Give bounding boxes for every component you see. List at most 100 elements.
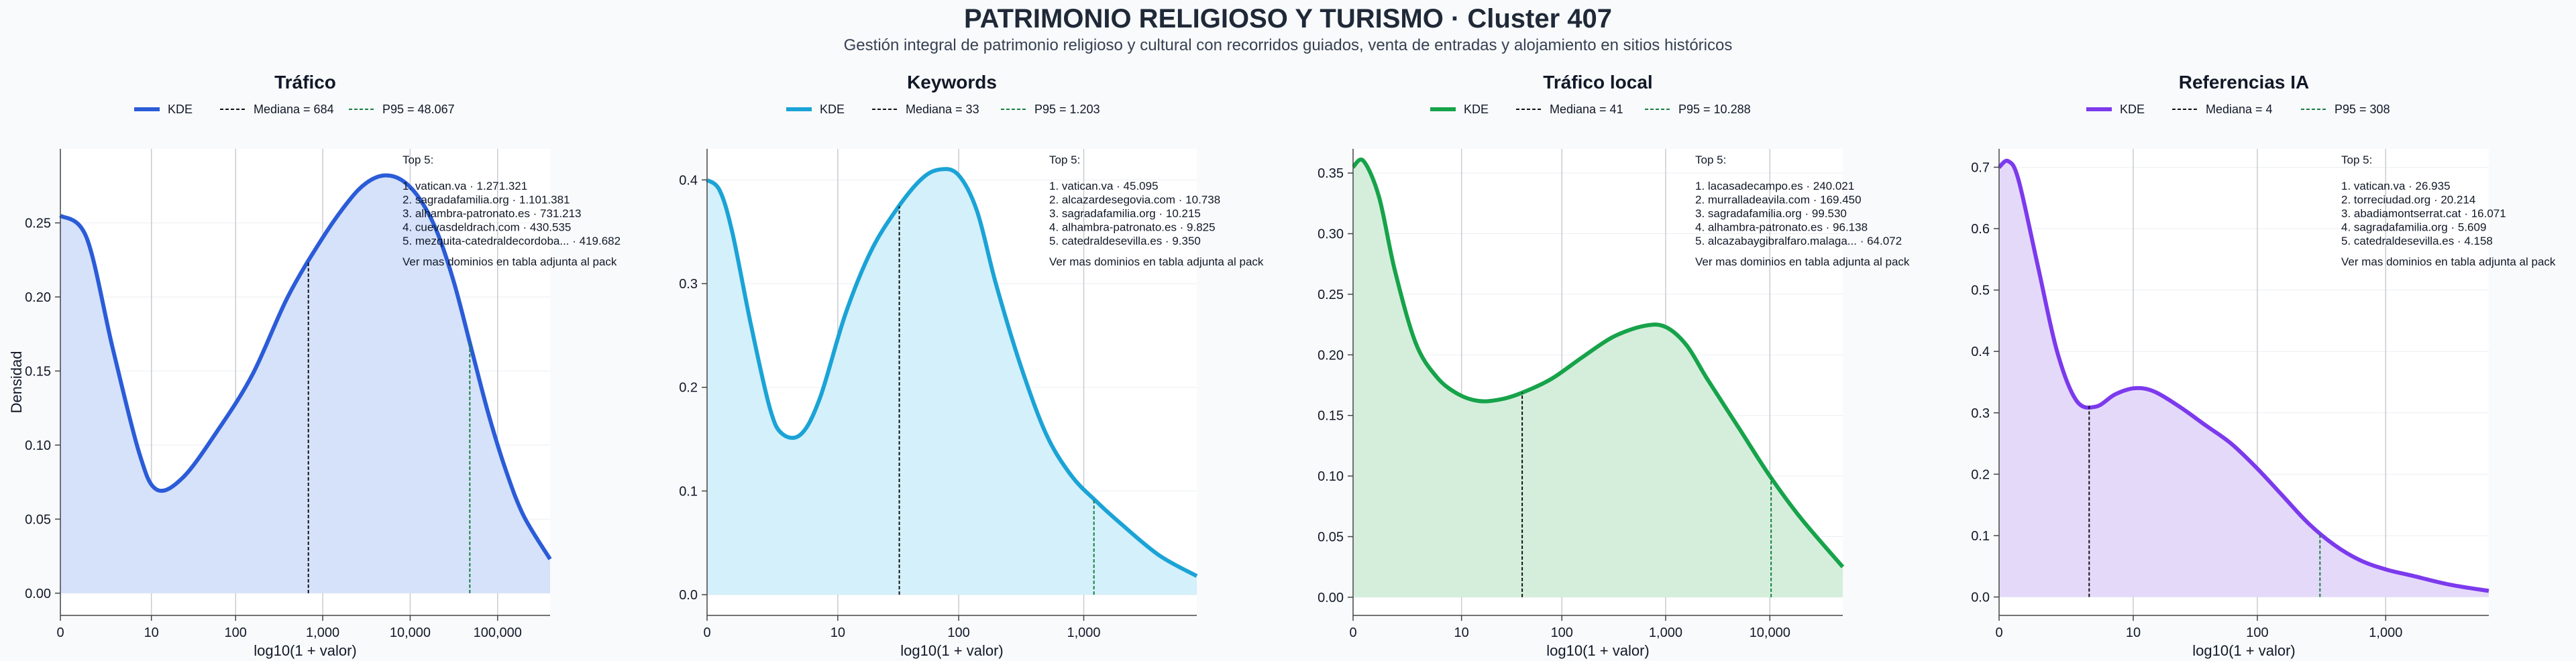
top5-footer: Ver mas dominios en tabla adjunta al pac… [402,255,617,268]
x-tick-label: 10,000 [390,625,431,640]
top5-heading: Top 5: [2341,154,2372,166]
x-tick-label: 0 [56,625,64,640]
y-tick-label: 0.30 [1318,227,1344,242]
top5-item: 5. alcazabaygibralfaro.malaga... · 64.07… [1695,235,1902,247]
legend-median-label: Mediana = 33 [906,103,979,116]
legend-median-label: Mediana = 684 [254,103,334,116]
y-tick-label: 0.3 [1971,406,1990,421]
top5-item: 5. catedraldesevilla.es · 9.350 [1049,235,1201,247]
top5-item: 3. sagradafamilia.org · 99.530 [1695,207,1847,220]
x-tick-label: 0 [1995,625,2002,640]
top5-item: 5. catedraldesevilla.es · 4.158 [2341,235,2493,247]
x-tick-label: 10 [2126,625,2141,640]
top5-item: 3. alhambra-patronato.es · 731.213 [402,207,582,220]
x-tick-label: 10,000 [1750,625,1790,640]
legend-p95-label: P95 = 308 [2334,103,2390,116]
y-tick-label: 0.20 [25,290,51,305]
y-tick-label: 0.5 [1971,284,1990,298]
top5-footer: Ver mas dominios en tabla adjunta al pac… [1695,255,1910,268]
y-tick-label: 0.05 [25,512,51,527]
legend-kde-label: KDE [168,103,193,116]
top5-item: 1. vatican.va · 1.271.321 [402,180,527,192]
legend-kde-label: KDE [2120,103,2145,116]
top5-item: 1. lacasadecampo.es · 240.021 [1695,180,1854,192]
y-tick-label: 0.7 [1971,160,1990,175]
x-tick-label: 10 [830,625,845,640]
x-tick-label: 1,000 [306,625,339,640]
x-axis-label: log10(1 + valor) [254,642,356,659]
kde-line [706,167,1198,578]
kde-line [1351,158,1845,568]
top5-footer: Ver mas dominios en tabla adjunta al pac… [1049,255,1264,268]
top5-item: 5. mezquita-catedraldecordoba... · 419.6… [402,235,621,247]
y-tick-label: 0.25 [25,216,51,231]
x-axis-label: log10(1 + valor) [2192,642,2295,659]
panel-title: Referencias IA [2179,72,2310,93]
chart-panel-4: 0.0 0.1 0.2 0.3 0.4 0.5 0.6 0.7 0 10 100 1,000 log10… [1971,72,2556,659]
y-tick-label: 0.20 [1318,348,1344,363]
y-tick-label: 0.10 [25,438,51,453]
y-tick-label: 0.1 [679,484,698,499]
kde-area [1353,159,1843,597]
x-tick-label: 1,000 [1067,625,1101,640]
x-axis-label: log10(1 + valor) [900,642,1003,659]
y-tick-label: 0.10 [1318,469,1344,484]
page-subtitle: Gestión integral de patrimonio religioso… [843,36,1733,54]
legend-kde-label: KDE [1464,103,1489,116]
x-tick-label: 1,000 [2369,625,2402,640]
panel-title: Tráfico [274,72,336,93]
kde-area [60,175,550,593]
x-tick-label: 10 [1454,625,1469,640]
x-tick-label: 1,000 [1649,625,1682,640]
y-tick-label: 0.4 [679,173,698,188]
chart-panel-2: 0.0 0.1 0.2 0.3 0.4 0 10 100 1,000 log10(1 + valo… [679,72,1264,659]
top5-heading: Top 5: [1695,154,1726,166]
kde-area [707,169,1197,595]
chart-panel-1: 0.00 0.05 0.10 0.15 0.20 0.25 0 10 100 1,000 10,00… [8,72,621,659]
top5-heading: Top 5: [1049,154,1080,166]
kde-line [59,173,552,560]
y-tick-label: 0.3 [679,277,698,292]
y-tick-label: 0.05 [1318,530,1344,544]
top5-item: 1. vatican.va · 45.095 [1049,180,1159,192]
y-tick-label: 0.15 [25,364,51,379]
y-tick-label: 0.15 [1318,409,1344,424]
top5-item: 4. alhambra-patronato.es · 9.825 [1049,221,1216,234]
legend-median-label: Mediana = 41 [1550,103,1623,116]
x-tick-label: 0 [1349,625,1356,640]
y-tick-label: 0.00 [25,587,51,601]
x-tick-label: 100,000 [474,625,522,640]
x-tick-label: 100 [947,625,969,640]
y-tick-label: 0.35 [1318,166,1344,181]
y-tick-label: 0.0 [1971,591,1990,605]
kde-line [1997,158,2489,593]
x-tick-label: 100 [1551,625,1573,640]
top5-item: 2. sagradafamilia.org · 1.101.381 [402,194,570,206]
top5-item: 3. abadiamontserrat.cat · 16.071 [2341,207,2506,220]
legend-p95-label: P95 = 10.288 [1678,103,1751,116]
legend-kde-label: KDE [820,103,845,116]
top5-item: 4. alhambra-patronato.es · 96.138 [1695,221,1868,234]
top5-item: 4. cuevasdeldrach.com · 430.535 [402,221,571,234]
panel-title: Tráfico local [1543,72,1652,93]
y-tick-label: 0.00 [1318,591,1344,605]
legend-median-label: Mediana = 4 [2206,103,2273,116]
x-axis-label: log10(1 + valor) [1546,642,1649,659]
top5-footer: Ver mas dominios en tabla adjunta al pac… [2341,255,2556,268]
top5-item: 1. vatican.va · 26.935 [2341,180,2451,192]
top5-item: 2. torreciudad.org · 20.214 [2341,194,2475,206]
y-tick-label: 0.1 [1971,529,1990,544]
y-tick-label: 0.4 [1971,345,1990,359]
panel-title: Keywords [907,72,997,93]
y-tick-label: 0.25 [1318,288,1344,302]
top5-item: 2. murralladeavila.com · 169.450 [1695,194,1862,206]
x-tick-label: 0 [703,625,710,640]
chart-panel-3: 0.00 0.05 0.10 0.15 0.20 0.25 0.30 0.35 0 10 100 1,… [1318,72,1910,659]
top5-item: 3. sagradafamilia.org · 10.215 [1049,207,1201,220]
y-tick-label: 0.6 [1971,222,1990,237]
legend-p95-label: P95 = 48.067 [382,103,455,116]
y-tick-label: 0.2 [1971,467,1990,482]
y-axis-label: Densidad [8,351,25,414]
kde-area [1999,160,2489,597]
